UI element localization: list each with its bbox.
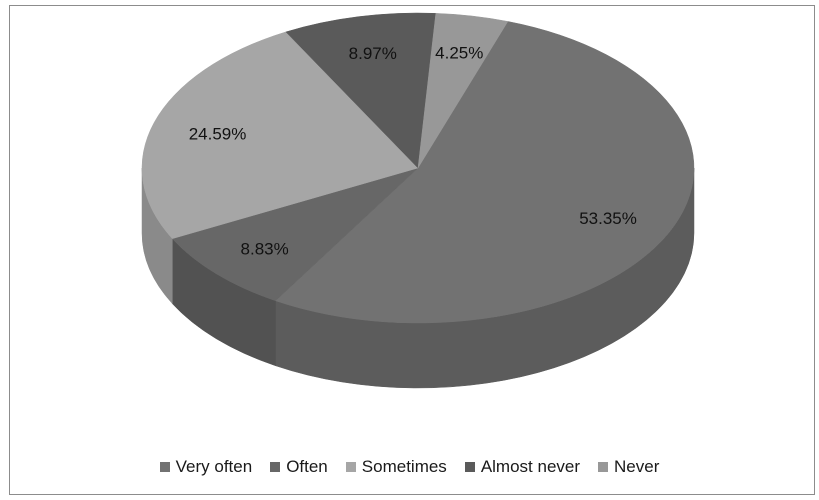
legend-swatch [159,462,170,472]
data-label-very-often: 53.35% [579,209,637,228]
legend: Very often Often Sometimes Almost never Neve… [0,455,819,479]
legend-label: Never [614,457,660,476]
legend-item-almost-never[interactable]: Almost never [464,457,581,477]
legend-label: Almost never [480,457,581,476]
legend-item-very-often[interactable]: Very often [159,457,253,477]
legend-swatch [345,462,356,472]
legend-swatch [270,462,281,472]
pie-slice-sometimes[interactable] [141,31,419,239]
data-label-sometimes: 24.59% [189,124,247,143]
data-label-almost-never: 8.97% [349,44,397,63]
legend-item-sometimes[interactable]: Sometimes [345,457,447,477]
legend-swatch [598,462,609,472]
pie-slice-often[interactable] [171,167,419,302]
data-label-never: 4.25% [435,44,483,63]
pie-slice-almost-never[interactable] [285,12,437,169]
data-label-often: 8.83% [241,239,289,258]
legend-label: Very often [175,457,253,476]
legend-label: Sometimes [361,457,447,476]
legend-label: Often [286,457,328,476]
legend-item-often[interactable]: Often [270,457,328,477]
pie-slice-very-often[interactable] [275,21,695,324]
legend-item-never[interactable]: Never [598,457,659,477]
legend-swatch [464,462,475,472]
pie-slice-never[interactable] [417,13,509,169]
